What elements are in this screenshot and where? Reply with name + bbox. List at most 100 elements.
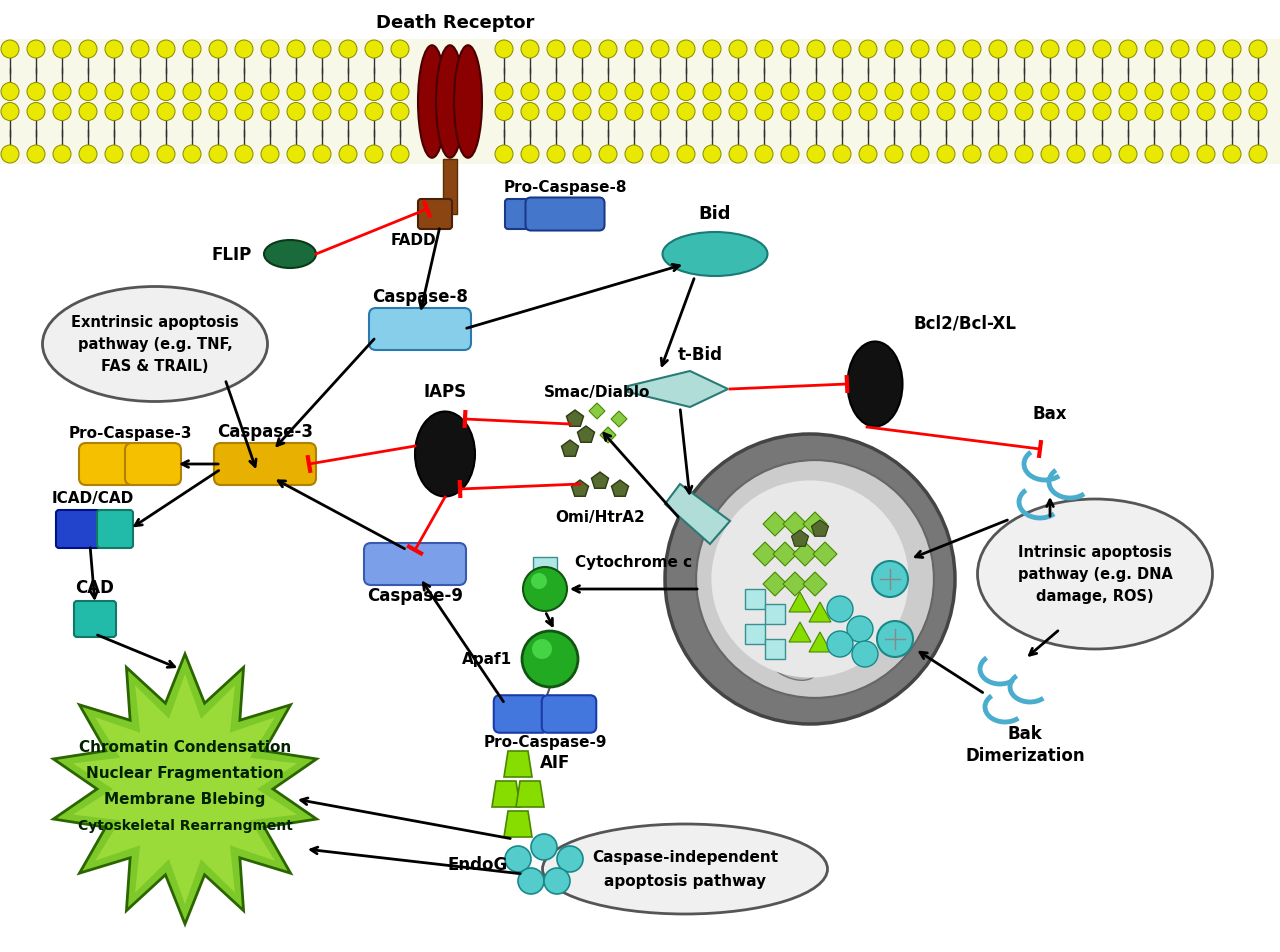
Polygon shape [567,410,584,426]
Circle shape [884,41,902,59]
FancyBboxPatch shape [214,444,316,486]
Circle shape [1015,146,1033,164]
FancyBboxPatch shape [745,625,765,645]
Circle shape [1068,84,1085,102]
Text: Caspase-9: Caspase-9 [367,586,463,605]
Circle shape [27,104,45,121]
Circle shape [27,84,45,102]
Circle shape [625,84,643,102]
Circle shape [236,41,253,59]
Circle shape [937,41,955,59]
Polygon shape [589,404,605,420]
Circle shape [937,146,955,164]
Circle shape [518,868,544,894]
Circle shape [339,104,357,121]
FancyBboxPatch shape [97,510,133,548]
Circle shape [755,84,773,102]
Polygon shape [611,411,627,427]
Circle shape [495,41,513,59]
Text: pathway (e.g. TNF,: pathway (e.g. TNF, [78,337,233,352]
Circle shape [1249,146,1267,164]
Circle shape [261,84,279,102]
Polygon shape [763,572,787,596]
Text: Pro-Caspase-3: Pro-Caspase-3 [68,426,192,441]
Circle shape [677,146,695,164]
Circle shape [157,84,175,102]
Circle shape [677,84,695,102]
FancyBboxPatch shape [364,544,466,585]
Circle shape [339,84,357,102]
Polygon shape [577,426,594,443]
Circle shape [963,146,980,164]
Circle shape [937,104,955,121]
Circle shape [79,84,97,102]
Circle shape [884,84,902,102]
Text: Bid: Bid [699,205,731,223]
Circle shape [827,596,852,623]
Circle shape [599,84,617,102]
Circle shape [911,84,929,102]
Circle shape [703,146,721,164]
Circle shape [52,104,70,121]
Circle shape [677,41,695,59]
FancyBboxPatch shape [532,558,557,582]
Polygon shape [504,751,532,777]
Circle shape [1171,104,1189,121]
Circle shape [847,616,873,643]
Circle shape [390,104,410,121]
Circle shape [495,84,513,102]
Polygon shape [516,782,544,807]
Circle shape [859,84,877,102]
Text: FLIP: FLIP [211,246,252,264]
Circle shape [390,41,410,59]
Circle shape [1197,104,1215,121]
Text: Nuclear Fragmentation: Nuclear Fragmentation [86,765,284,781]
Polygon shape [809,603,831,623]
Circle shape [1093,104,1111,121]
Circle shape [703,41,721,59]
Polygon shape [809,632,831,652]
Circle shape [532,640,552,660]
Circle shape [884,146,902,164]
Circle shape [157,104,175,121]
Circle shape [105,84,123,102]
Circle shape [209,104,227,121]
Circle shape [911,104,929,121]
Ellipse shape [436,47,465,159]
Circle shape [79,41,97,59]
Circle shape [365,146,383,164]
Bar [443,160,457,215]
Text: IAPS: IAPS [424,383,467,401]
Circle shape [806,41,826,59]
Ellipse shape [666,434,955,724]
Ellipse shape [419,47,445,159]
Circle shape [1171,41,1189,59]
Circle shape [806,104,826,121]
Text: EndoG: EndoG [448,855,508,873]
Circle shape [599,41,617,59]
Circle shape [105,41,123,59]
Circle shape [1015,84,1033,102]
Text: ICAD/CAD: ICAD/CAD [52,490,134,506]
Circle shape [365,104,383,121]
Circle shape [1249,104,1267,121]
Circle shape [105,146,123,164]
Polygon shape [788,623,812,643]
Text: Caspase-3: Caspase-3 [218,423,314,441]
Circle shape [911,41,929,59]
Circle shape [287,146,305,164]
Circle shape [365,41,383,59]
Polygon shape [783,572,806,596]
Circle shape [989,41,1007,59]
Circle shape [755,146,773,164]
Circle shape [1249,84,1267,102]
Circle shape [131,104,148,121]
Circle shape [365,84,383,102]
Circle shape [522,631,579,687]
Circle shape [652,104,669,121]
Circle shape [531,573,547,589]
Circle shape [1146,41,1164,59]
Polygon shape [562,441,579,457]
Circle shape [852,642,878,667]
Polygon shape [492,782,520,807]
